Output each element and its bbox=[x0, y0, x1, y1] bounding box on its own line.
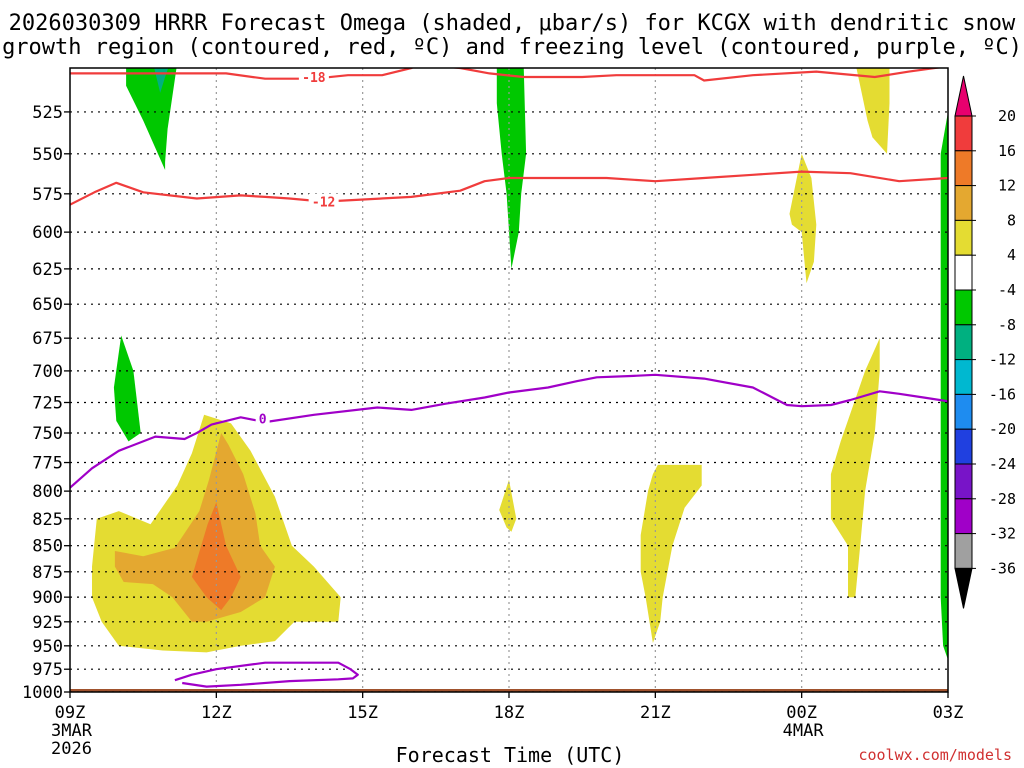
omega-region-yellow-top-right bbox=[856, 68, 890, 154]
omega-region-green-right-1 bbox=[940, 111, 948, 660]
colorbar-bin-7 bbox=[954, 359, 973, 395]
y-tick-label-9: 750 bbox=[32, 424, 63, 444]
x-tick-date-5: 4MAR bbox=[783, 721, 825, 741]
y-tick-label-11: 800 bbox=[32, 482, 63, 502]
y-tick-label-5: 650 bbox=[32, 295, 63, 315]
omega-region-yellow-21z bbox=[640, 464, 702, 643]
y-tick-label-16: 925 bbox=[32, 613, 63, 633]
x-tick-year-0: 2026 bbox=[51, 739, 92, 759]
colorbar-label-11: -28 bbox=[989, 490, 1016, 508]
colorbar-label-8: -16 bbox=[989, 385, 1016, 403]
y-tick-label-17: 950 bbox=[32, 637, 63, 657]
colorbar-bin-6 bbox=[954, 324, 973, 361]
contour-label-bg-2 bbox=[255, 410, 270, 426]
plot-area: -18 -12 0 525 550 575 600 625 650 675 700 725 750 775… bbox=[22, 67, 964, 759]
colorbar-label-3: 8 bbox=[1007, 211, 1016, 229]
y-tick-label-18: 975 bbox=[32, 660, 63, 680]
omega-region-green-top-1 bbox=[126, 68, 177, 170]
contour-line-3 bbox=[174, 661, 359, 688]
colorbar-bin-11 bbox=[954, 498, 973, 535]
colorbar-bin-8 bbox=[954, 393, 973, 430]
contour-label-bg-0 bbox=[298, 68, 329, 84]
ground-strip bbox=[70, 689, 948, 692]
y-tick-label-14: 875 bbox=[32, 563, 63, 583]
colorbar-bin-2 bbox=[954, 185, 973, 221]
y-tick-label-3: 600 bbox=[32, 223, 63, 243]
omega-region-yellow-right-low bbox=[830, 338, 880, 598]
y-tick-label-4: 625 bbox=[32, 260, 63, 280]
colorbar-bin-0 bbox=[954, 115, 973, 152]
colorbar-bottom-triangle bbox=[954, 567, 973, 609]
y-tick-label-19: 1000 bbox=[22, 683, 63, 703]
plot-content: -18 -12 0 bbox=[70, 68, 948, 692]
x-tick-label-5: 00Z bbox=[786, 703, 817, 723]
chart-title-line1: 2026030309 HRRR Forecast Omega (shaded, … bbox=[9, 11, 1016, 36]
x-tick-label-2: 15Z bbox=[347, 703, 378, 723]
colorbar-label-12: -32 bbox=[989, 525, 1016, 543]
colorbar-label-7: -12 bbox=[989, 351, 1016, 369]
colorbar-bin-9 bbox=[954, 428, 973, 465]
colorbar-label-10: -24 bbox=[989, 455, 1016, 473]
colorbar-label-1: 16 bbox=[998, 142, 1016, 160]
contour-line-1 bbox=[70, 170, 948, 206]
omega-region-yellow-19z bbox=[499, 479, 517, 532]
colorbar-top-triangle bbox=[954, 75, 973, 117]
contour-label-1: -12 bbox=[312, 196, 335, 211]
colorbar-bin-4 bbox=[954, 254, 973, 291]
colorbar-bin-12 bbox=[954, 533, 973, 569]
colorbar-bin-1 bbox=[954, 150, 973, 187]
contour-line-0 bbox=[70, 68, 944, 82]
colorbar-label-5: -4 bbox=[998, 281, 1016, 299]
colorbar-label-6: -8 bbox=[998, 316, 1016, 334]
colorbar-label-4: 4 bbox=[1007, 246, 1016, 264]
x-tick-label-4: 21Z bbox=[640, 703, 671, 723]
omega-region-yellow-00z bbox=[789, 153, 817, 284]
y-tick-label-0: 525 bbox=[32, 103, 63, 123]
y-tick-label-10: 775 bbox=[32, 454, 63, 474]
colorbar: 20 16 12 8 4 -4 -8 -12 -16 -20 -24 -28 -32 -36 bbox=[954, 75, 1016, 609]
colorbar-bin-5 bbox=[954, 289, 973, 326]
credit-text: coolwx.com/models bbox=[858, 746, 1012, 764]
contour-label-2: 0 bbox=[259, 412, 267, 427]
contour-line-2 bbox=[70, 373, 948, 489]
x-tick-label-0: 09Z bbox=[55, 703, 86, 723]
colorbar-label-9: -20 bbox=[989, 420, 1016, 438]
y-tick-label-12: 825 bbox=[32, 510, 63, 530]
chart-title-line2: growth region (contoured, red, ºC) and f… bbox=[2, 35, 1022, 60]
omega-region-green-mid-1 bbox=[496, 68, 527, 269]
x-tick-label-3: 18Z bbox=[494, 703, 525, 723]
colorbar-label-2: 12 bbox=[998, 177, 1016, 195]
colorbar-bin-3 bbox=[954, 219, 973, 256]
y-tick-label-6: 675 bbox=[32, 329, 63, 349]
omega-region-green-left-1 bbox=[113, 335, 141, 442]
y-tick-label-15: 900 bbox=[32, 588, 63, 608]
y-tick-label-8: 725 bbox=[32, 393, 63, 413]
x-tick-label-1: 12Z bbox=[201, 703, 232, 723]
y-tick-label-13: 850 bbox=[32, 537, 63, 557]
omega-region-orange-core bbox=[191, 502, 241, 611]
colorbar-bin-10 bbox=[954, 463, 973, 500]
x-tick-date-0: 3MAR bbox=[51, 721, 93, 741]
x-axis-label: Forecast Time (UTC) bbox=[396, 743, 625, 767]
colorbar-label-0: 20 bbox=[998, 107, 1016, 125]
contour-label-bg-1 bbox=[308, 193, 339, 209]
x-tick-label-6: 03Z bbox=[933, 703, 964, 723]
y-tick-label-2: 575 bbox=[32, 185, 63, 205]
colorbar-label-13: -36 bbox=[989, 559, 1016, 577]
contour-label-0: -18 bbox=[302, 71, 326, 86]
y-tick-label-1: 550 bbox=[32, 145, 63, 165]
y-tick-label-7: 700 bbox=[32, 362, 63, 382]
